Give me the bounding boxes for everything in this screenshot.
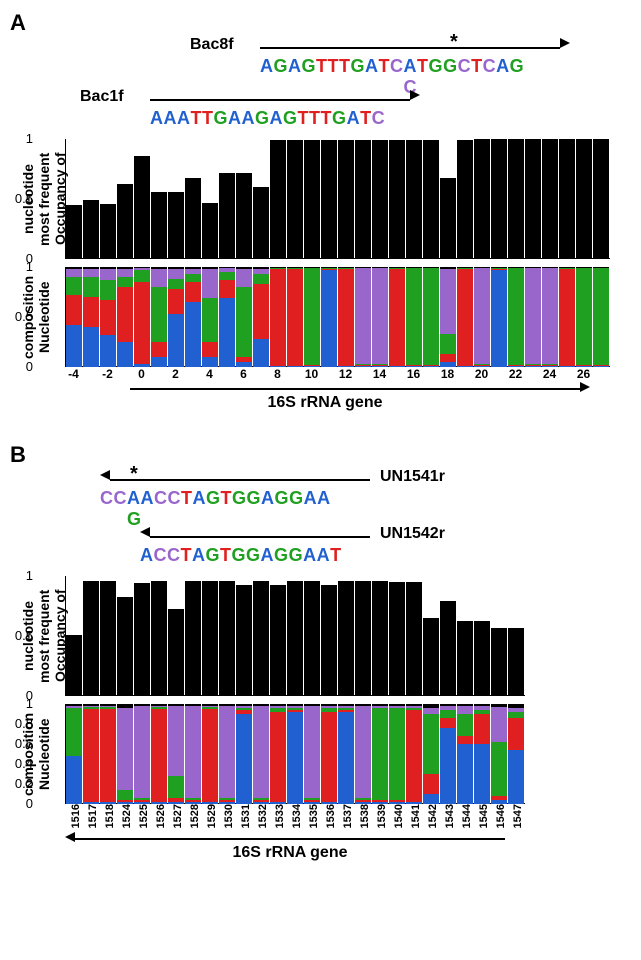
primer-un1541r-row: UN1541r * bbox=[100, 468, 631, 486]
primer-bac1f-arrow bbox=[150, 88, 420, 106]
stacks-a bbox=[65, 267, 610, 367]
x-labels-b: 1516151715181524152515261527152815291530… bbox=[65, 804, 631, 828]
gene-arrow-a bbox=[130, 386, 631, 392]
chart-b-comp: Nucleotide composition 00.20.40.60.81 bbox=[65, 704, 631, 804]
panel-a-label: A bbox=[10, 10, 26, 35]
gene-label-a: 16S rRNA gene bbox=[65, 394, 585, 412]
primer-un1542r-name: UN1542r bbox=[380, 525, 445, 543]
primer-bac8f-name: Bac8f bbox=[190, 36, 250, 54]
primer-bac8f-seq: AGAGTTTGATCATGGCTCAG bbox=[260, 56, 631, 77]
bars-b-occ bbox=[65, 576, 525, 696]
primer-bac8f-row: Bac8f * bbox=[190, 36, 631, 54]
figure: A Bac8f * AGAGTTTGATCATGGCTCAG AGAGTTTGA… bbox=[0, 0, 641, 902]
gene-arrow-b bbox=[65, 836, 631, 842]
primer-un1542r-seq: ACCTAGTGGAGGAAT bbox=[140, 545, 631, 566]
primer-un1542r-arrow bbox=[140, 525, 370, 543]
primer-un1541r-arrow bbox=[100, 468, 370, 486]
x-labels-a: -4-202468101214161820222426 bbox=[65, 367, 631, 381]
chart-a-occupancy: Occupancy of most frequent nucleotide 00… bbox=[65, 139, 631, 259]
gene-label-b: 16S rRNA gene bbox=[65, 844, 515, 862]
chart-a-comp: Nucleotide composition 00.51 bbox=[65, 267, 631, 367]
star-icon: * bbox=[450, 31, 458, 54]
primer-bac1f-name: Bac1f bbox=[80, 88, 140, 106]
panel-b: B UN1541r * CCAACCTAGTGGAGGAA CCGACCTAGT… bbox=[10, 442, 631, 862]
panel-b-label: B bbox=[10, 442, 26, 467]
primer-un1542r-region: UN1542r ACCTAGTGGAGGAAT bbox=[140, 525, 631, 566]
panel-a: A Bac8f * AGAGTTTGATCATGGCTCAG AGAGTTTGA… bbox=[10, 10, 631, 412]
star-icon-b: * bbox=[130, 463, 138, 486]
primer-bac1f-region: Bac1f AAATTGAAGAGTTTGATC bbox=[80, 88, 631, 129]
primer-un1541r-region: UN1541r * CCAACCTAGTGGAGGAA CCGACCTAGTGG… bbox=[100, 468, 631, 530]
primer-bac1f-row: Bac1f bbox=[80, 88, 631, 106]
primer-un1541r-name: UN1541r bbox=[380, 468, 445, 486]
bars-a-occ bbox=[65, 139, 610, 259]
primer-un1542r-row: UN1542r bbox=[140, 525, 631, 543]
chart-b-occupancy: Occupancy of most frequent nucleotide 00… bbox=[65, 576, 631, 696]
primer-bac1f-seq: AAATTGAAGAGTTTGATC bbox=[150, 108, 631, 129]
primer-un1541r-seq: CCAACCTAGTGGAGGAA bbox=[100, 488, 631, 509]
primer-bac8f-arrow bbox=[260, 36, 570, 54]
stacks-b bbox=[65, 704, 525, 804]
